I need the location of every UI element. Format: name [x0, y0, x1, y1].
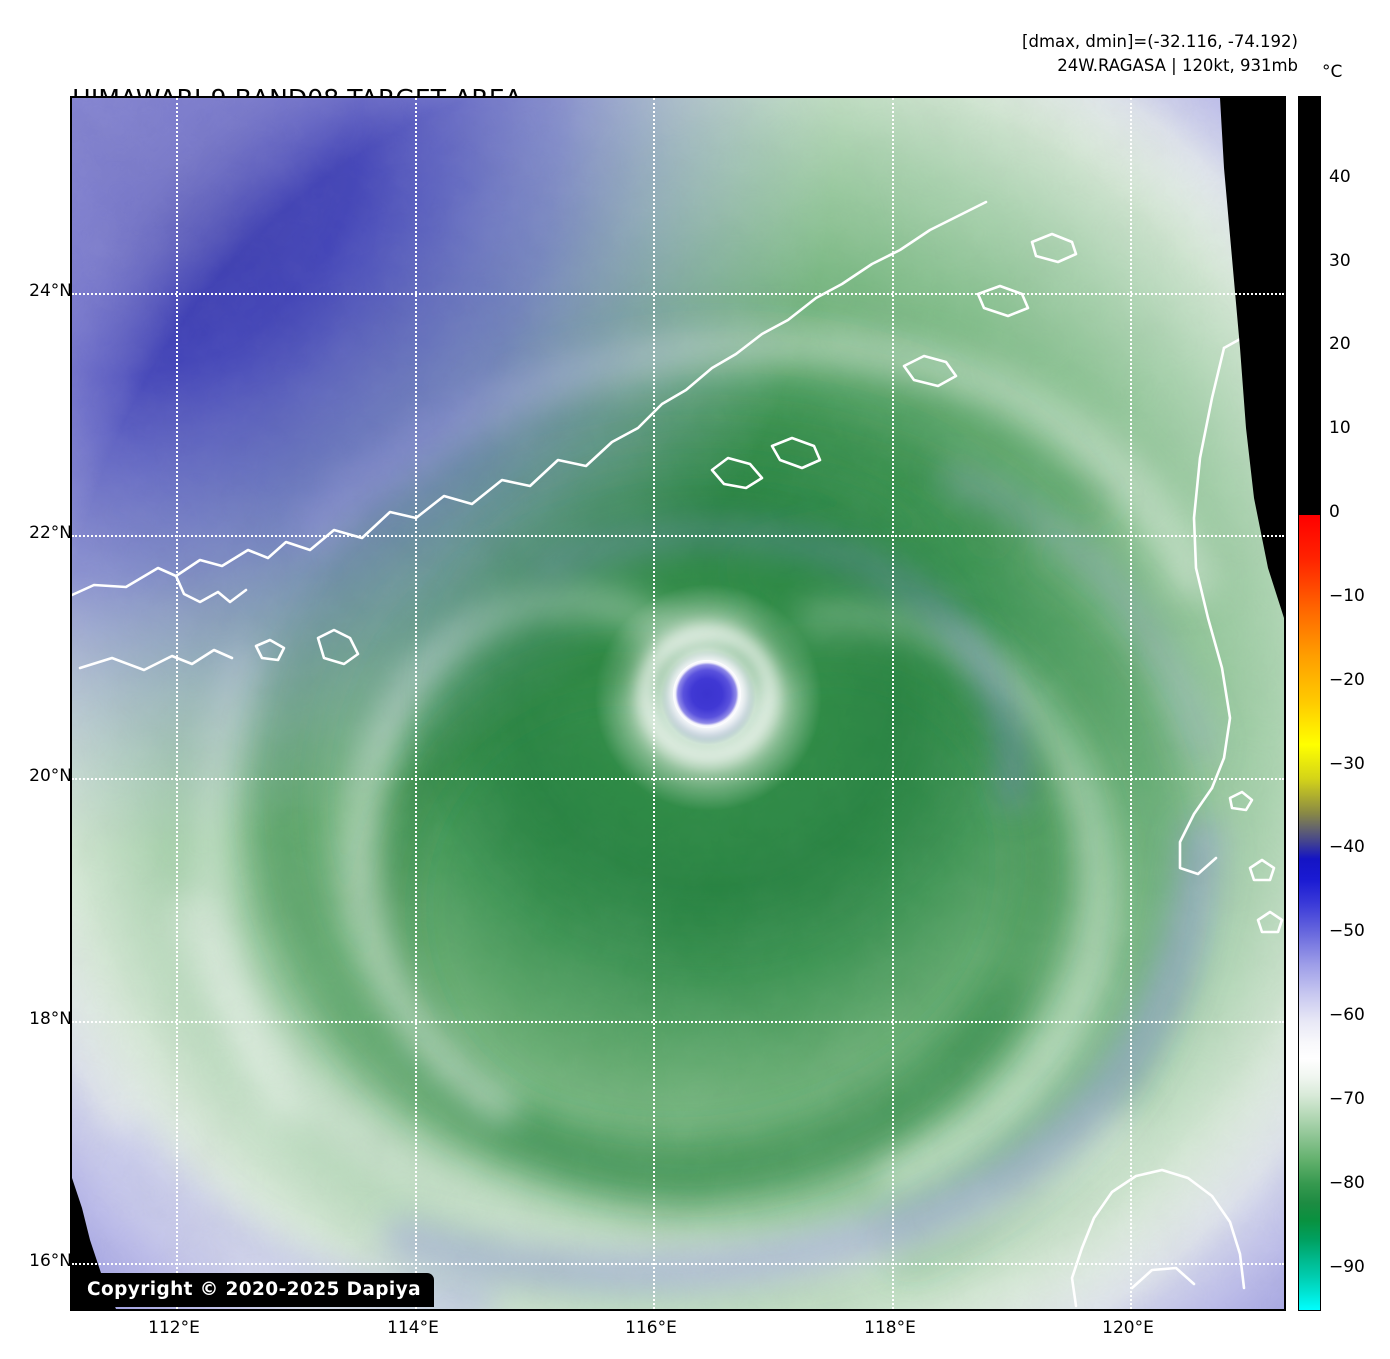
colorbar-tick-label: 0 — [1329, 502, 1340, 522]
header: HIMAWARI-9 BAND08 TARGET AREA Time: 2025… — [0, 0, 1390, 212]
colorbar-unit-label: °C — [1322, 62, 1343, 82]
xtick-label: 118°E — [864, 1318, 916, 1338]
ytick-label: 22°N — [29, 523, 72, 543]
colorbar-tick-label: −50 — [1329, 921, 1365, 941]
xtick-label: 112°E — [148, 1318, 200, 1338]
colorbar-tick-label: 30 — [1329, 251, 1351, 271]
colorbar-gradient — [1299, 97, 1320, 1310]
colorbar-tick-label: 40 — [1329, 167, 1351, 187]
colorbar-tick-label: 20 — [1329, 334, 1351, 354]
colorbar — [1298, 96, 1321, 1311]
colorbar-tick-label: −70 — [1329, 1089, 1365, 1109]
colorbar-tick-label: −90 — [1329, 1257, 1365, 1277]
ytick-label: 24°N — [29, 281, 72, 301]
colorbar-tick-label: 10 — [1329, 418, 1351, 438]
colorbar-tick-label: −10 — [1329, 586, 1365, 606]
coastline-overlay — [72, 200, 1284, 1308]
dmax-dmin-label: [dmax, dmin]=(-32.116, -74.192) — [1022, 32, 1298, 51]
colorbar-tick-label: −20 — [1329, 670, 1365, 690]
xtick-label: 116°E — [625, 1318, 677, 1338]
copyright-watermark: Copyright © 2020-2025 Dapiya — [74, 1273, 434, 1307]
ytick-label: 16°N — [29, 1251, 72, 1271]
xtick-label: 114°E — [387, 1318, 439, 1338]
metadata-block: [dmax, dmin]=(-32.116, -74.192) 24W.RAGA… — [1022, 30, 1298, 78]
colorbar-tick-label: −80 — [1329, 1173, 1365, 1193]
colorbar-tick-label: −40 — [1329, 837, 1365, 857]
ytick-label: 18°N — [29, 1009, 72, 1029]
satellite-imagery — [72, 98, 1284, 1309]
satellite-image-plot: Copyright © 2020-2025 Dapiya — [70, 96, 1286, 1311]
colorbar-tick-label: −30 — [1329, 754, 1365, 774]
xtick-label: 120°E — [1102, 1318, 1154, 1338]
ytick-label: 20°N — [29, 766, 72, 786]
storm-info-label: 24W.RAGASA | 120kt, 931mb — [1057, 56, 1298, 75]
colorbar-tick-label: −60 — [1329, 1005, 1365, 1025]
